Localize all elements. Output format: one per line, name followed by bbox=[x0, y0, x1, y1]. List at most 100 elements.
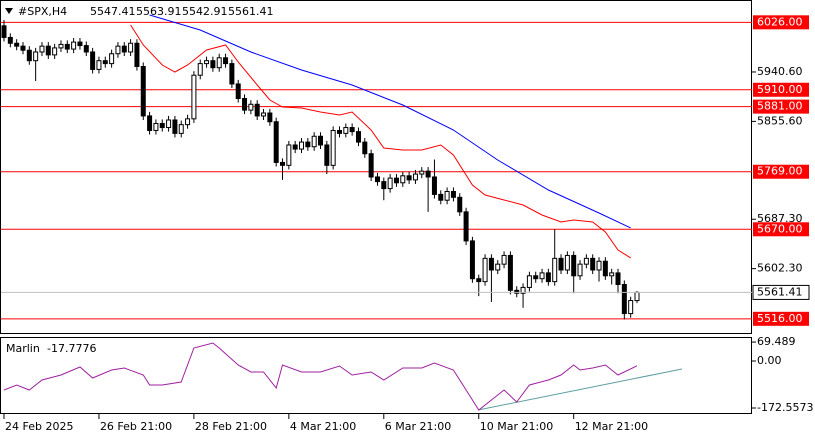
main-frame bbox=[0, 0, 752, 334]
y-tick-label: 5687.30 bbox=[757, 212, 803, 225]
candle-body bbox=[355, 131, 361, 143]
candle-body bbox=[545, 272, 551, 283]
header-high: 5563.91 bbox=[136, 5, 182, 18]
x-tick-label: 4 Mar 21:00 bbox=[290, 420, 356, 433]
candle-body bbox=[33, 51, 39, 62]
candle-body bbox=[482, 257, 488, 283]
candle-body bbox=[166, 119, 172, 129]
price-label-box bbox=[752, 284, 810, 300]
moving-average bbox=[149, 14, 631, 229]
x-tick-label: 28 Feb 21:00 bbox=[195, 420, 267, 433]
candle-body bbox=[58, 43, 64, 49]
candle-body bbox=[526, 275, 532, 288]
candle-body bbox=[343, 127, 349, 134]
candle-body bbox=[311, 135, 317, 148]
candle-body bbox=[26, 49, 32, 62]
candle-body bbox=[305, 141, 311, 148]
candle-body bbox=[457, 196, 463, 213]
candle-body bbox=[178, 124, 184, 134]
candle-body bbox=[507, 254, 513, 291]
candle-body bbox=[324, 144, 330, 166]
candle-body bbox=[7, 36, 13, 44]
candle-body bbox=[280, 161, 286, 166]
candle-body bbox=[64, 43, 70, 50]
candle-body bbox=[374, 176, 380, 183]
level-label-box bbox=[753, 164, 809, 179]
x-tick-label: 12 Mar 21:00 bbox=[575, 420, 648, 433]
candle-body bbox=[273, 121, 279, 163]
candle-body bbox=[393, 177, 399, 184]
candle-body bbox=[147, 115, 153, 131]
candle-body bbox=[115, 45, 121, 55]
candle-body bbox=[204, 60, 210, 65]
candle-body bbox=[318, 135, 323, 146]
candle-body bbox=[299, 141, 305, 150]
y-tick-label: 69.489 bbox=[757, 335, 796, 348]
candle-body bbox=[539, 272, 545, 280]
candle-body bbox=[501, 254, 507, 265]
symbol: #SPX,H4 bbox=[18, 5, 67, 18]
candle-body bbox=[140, 66, 146, 117]
candle-body bbox=[330, 129, 336, 166]
level-label: 5516.00 bbox=[757, 312, 803, 325]
y-tick-label: -172.5573 bbox=[757, 401, 813, 414]
candle-body bbox=[596, 260, 602, 271]
candle-body bbox=[621, 284, 627, 315]
candle-body bbox=[121, 45, 127, 53]
level-label: 5910.00 bbox=[757, 83, 803, 96]
level-label-box bbox=[753, 82, 809, 97]
candle-body bbox=[292, 144, 298, 150]
level-label-box bbox=[753, 222, 809, 237]
y-tick-label: 5855.60 bbox=[757, 114, 803, 127]
indicator-frame bbox=[0, 337, 752, 414]
candle-body bbox=[349, 127, 355, 133]
candle-body bbox=[153, 122, 159, 131]
candle-body bbox=[425, 170, 431, 178]
candle-body bbox=[628, 300, 634, 315]
header-open: 5547.41 bbox=[90, 5, 136, 18]
y-tick-label: 0.00 bbox=[757, 354, 782, 367]
x-tick-label: 26 Feb 21:00 bbox=[100, 420, 172, 433]
price-label: 5561.41 bbox=[757, 285, 803, 298]
menu-arrow bbox=[5, 8, 13, 14]
level-label: 5881.00 bbox=[757, 100, 803, 113]
candle-body bbox=[102, 60, 108, 65]
candle-body bbox=[444, 190, 450, 201]
candle-body bbox=[558, 257, 564, 271]
candle-body bbox=[191, 74, 197, 120]
candle-body bbox=[615, 272, 621, 286]
candle-body bbox=[223, 57, 229, 65]
candle-body bbox=[109, 53, 115, 65]
indicator-name: Marlin bbox=[6, 342, 40, 355]
candle-body bbox=[242, 97, 248, 111]
candle-body bbox=[495, 263, 501, 271]
candle-body bbox=[368, 153, 374, 178]
candle-body bbox=[77, 41, 83, 47]
candle-body bbox=[488, 257, 494, 271]
candle-body bbox=[362, 141, 368, 155]
candle-body bbox=[412, 173, 418, 181]
y-tick-label: 5602.30 bbox=[757, 262, 803, 275]
header-close: 5561.41 bbox=[228, 5, 274, 18]
candle-body bbox=[267, 112, 273, 123]
trend-line bbox=[477, 368, 683, 411]
candle-body bbox=[450, 190, 456, 198]
candle-body bbox=[476, 278, 482, 283]
header-low: 5542.91 bbox=[182, 5, 228, 18]
candle-body bbox=[583, 257, 589, 265]
candle-body bbox=[14, 42, 20, 47]
candle-body bbox=[254, 103, 260, 117]
candle-body bbox=[210, 60, 216, 69]
candle-body bbox=[469, 240, 475, 280]
level-label-box bbox=[753, 311, 809, 326]
level-label-box bbox=[753, 15, 809, 30]
candle-body bbox=[185, 118, 191, 126]
candle-body bbox=[419, 170, 425, 175]
candle-body bbox=[20, 45, 26, 51]
level-label: 5769.00 bbox=[757, 165, 803, 178]
candle-body bbox=[261, 112, 267, 117]
candle-body bbox=[463, 211, 469, 242]
candle-body bbox=[602, 260, 608, 277]
